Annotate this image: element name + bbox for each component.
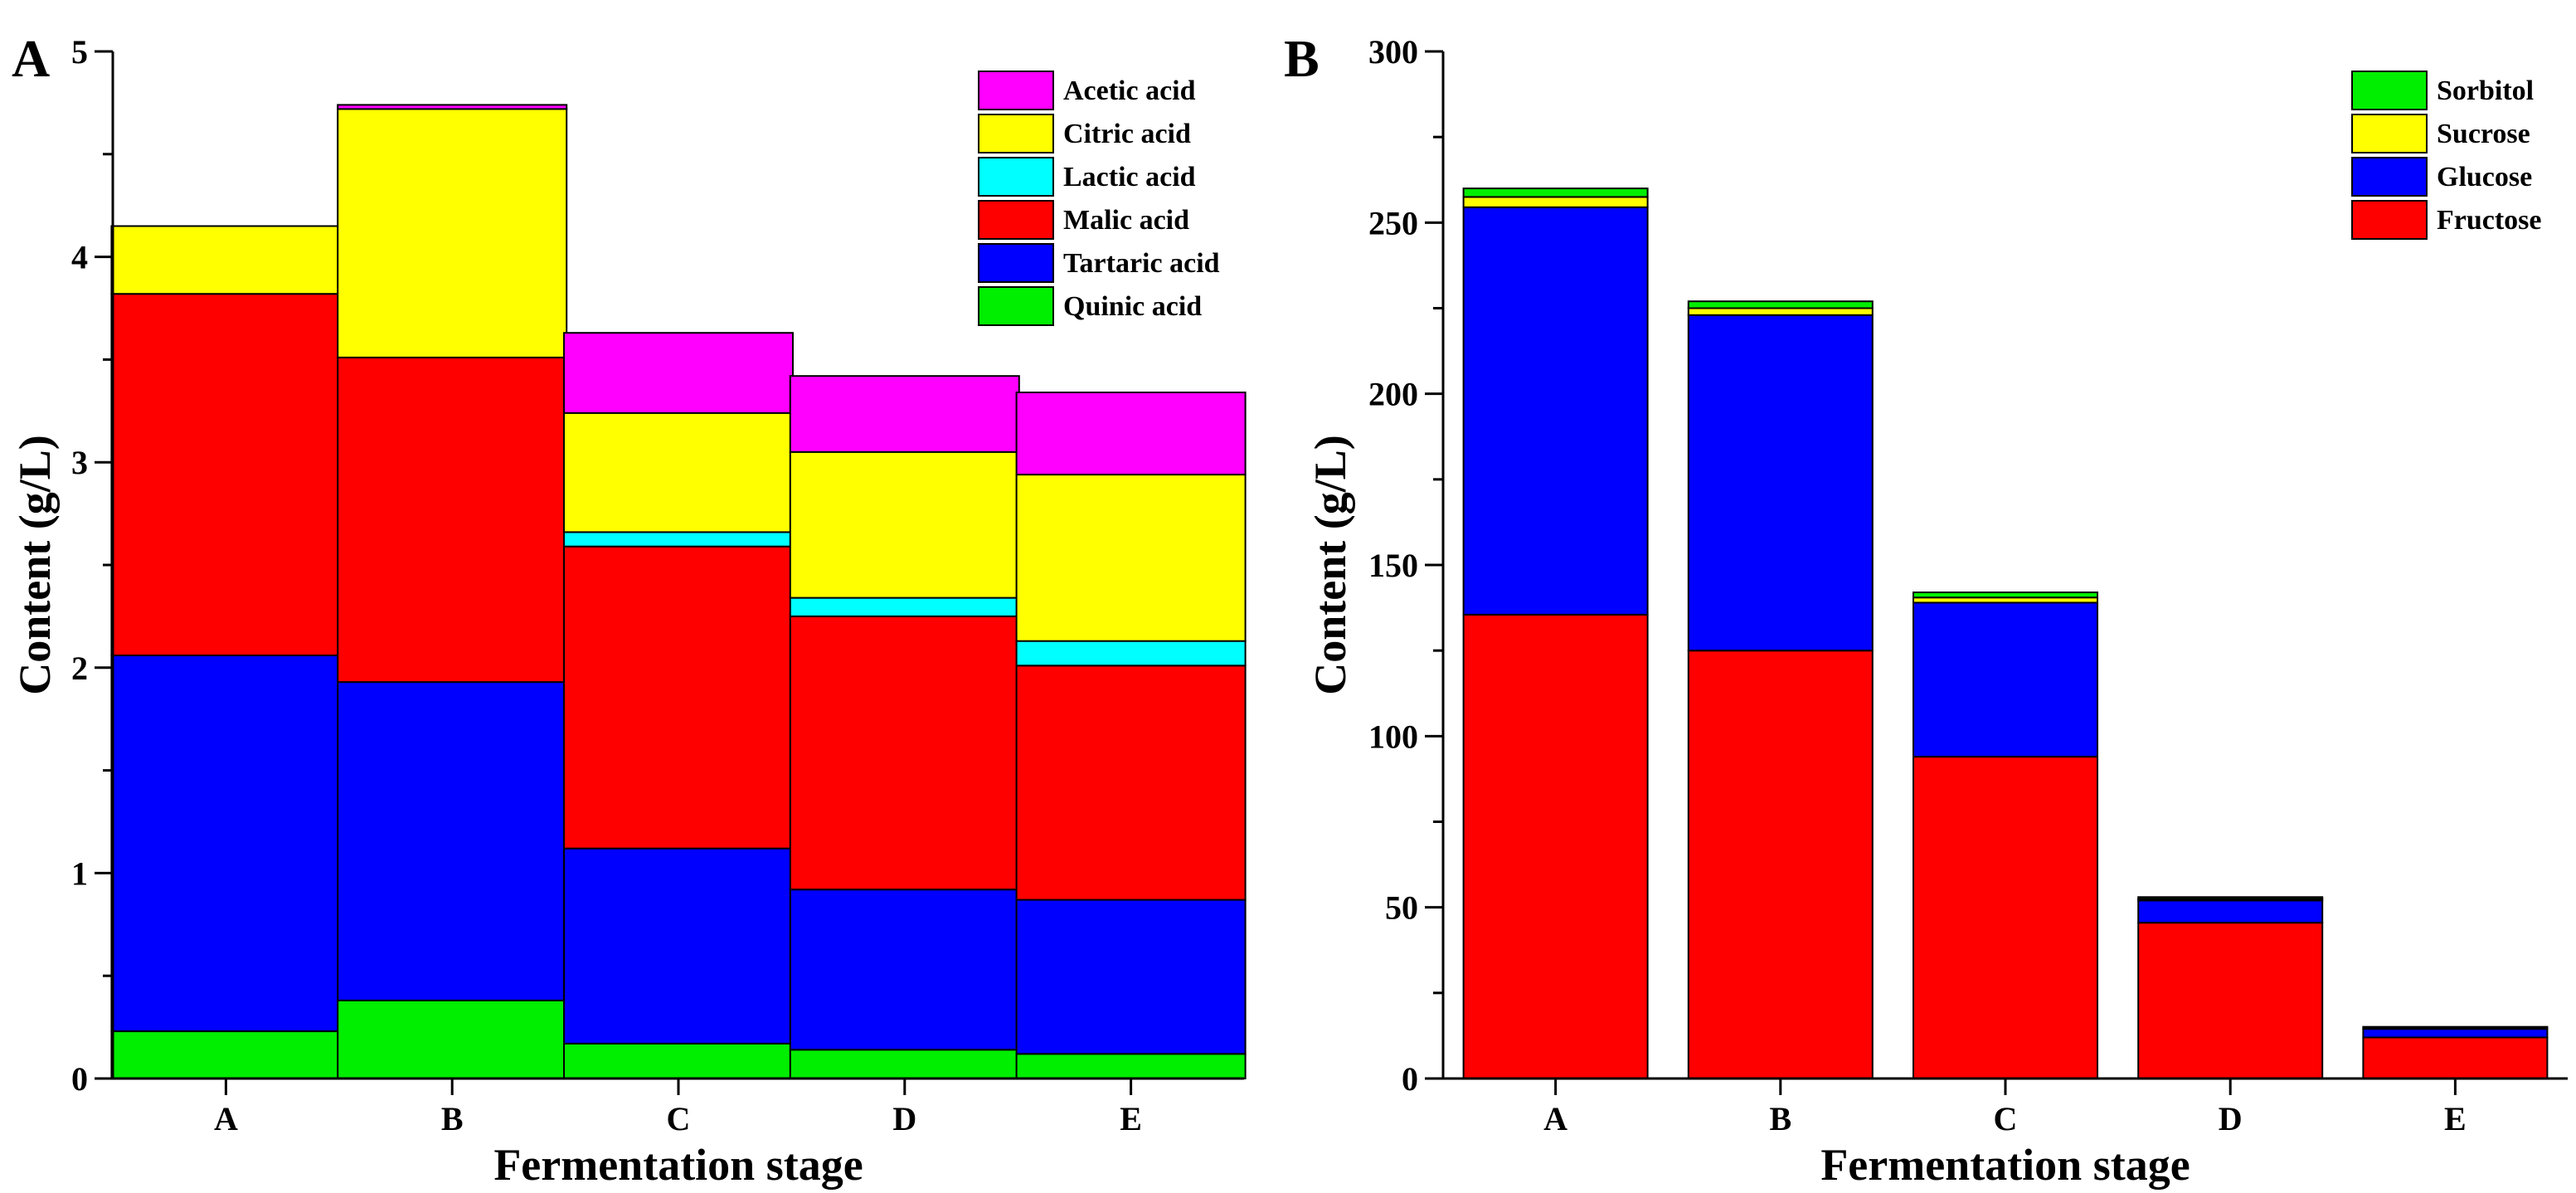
panel-b-bar-a-glucose xyxy=(1462,206,1649,616)
panel-a-bar-e-acetic-acid xyxy=(1015,392,1247,475)
panel-b-bar-b-fructose xyxy=(1687,650,1874,1079)
panel-b-y-tick-label: 250 xyxy=(1368,204,1418,241)
panel-a-legend-label-acetic-acid: Acetic acid xyxy=(1063,75,1196,106)
panel-b-bar-b-glucose xyxy=(1687,314,1874,652)
panel-a-bar-e-quinic-acid xyxy=(1015,1053,1247,1080)
panel-b-legend-swatch-sucrose xyxy=(2351,114,2428,153)
panel-b-y-axis-title: Content (g/L) xyxy=(1305,435,1355,694)
panel-a-bar-c-citric-acid xyxy=(563,411,794,533)
panel-a-x-tick-label-b: B xyxy=(441,1100,464,1137)
panel-a-y-tick-label: 1 xyxy=(71,855,88,892)
panel-b-chart: 0 50 100 150 200 250 300 A B C D E Fermentation stag… xyxy=(1284,29,2568,1190)
panel-a-bar-c-lactic-acid xyxy=(563,531,794,548)
panel-b-bar-b-sucrose xyxy=(1687,307,1874,316)
panel-a-x-tick-label-c: C xyxy=(667,1100,691,1137)
panel-a-legend-label-lactic-acid: Lactic acid xyxy=(1063,162,1196,192)
panel-a-x-tick-label-d: D xyxy=(892,1100,916,1137)
panel-b-legend-swatch-fructose xyxy=(2351,200,2428,240)
panel-a-legend-swatch-tartaric-acid xyxy=(978,243,1054,283)
panel-b-legend-label-glucose: Glucose xyxy=(2437,162,2532,192)
panel-a-legend-label-quinic-acid: Quinic acid xyxy=(1063,291,1202,322)
panel-b-bar-a-fructose xyxy=(1462,613,1649,1079)
panel-a-y-tick-label: 4 xyxy=(71,239,88,276)
panel-a-y-tick-label: 3 xyxy=(71,444,88,481)
panel-b-x-tick-label-a: A xyxy=(1543,1100,1567,1137)
panel-a-bar-d-citric-acid xyxy=(789,450,1020,599)
panel-a-panel-letter: A xyxy=(12,29,50,88)
panel-a-bar-c-acetic-acid xyxy=(563,332,794,414)
panel-b-bar-c-sorbitol xyxy=(1913,592,2098,599)
panel-b-y-tick-label: 0 xyxy=(1402,1060,1418,1098)
panel-a-bar-a-malic-acid xyxy=(110,293,342,656)
panel-a-bar-b-malic-acid xyxy=(337,356,568,684)
panel-b-bar-d-glucose xyxy=(2137,899,2324,924)
panel-b-legend-label-sorbitol: Sorbitol xyxy=(2437,75,2534,106)
panel-a-legend-label-malic-acid: Malic acid xyxy=(1063,205,1189,236)
panel-a-y-tick-label: 2 xyxy=(71,650,88,687)
panel-b-legend-swatch-glucose xyxy=(2351,157,2428,197)
panel-b-bar-d-fructose xyxy=(2137,922,2324,1079)
panel-a-bar-a-quinic-acid xyxy=(110,1030,342,1079)
panel-b-legend-label-sucrose: Sucrose xyxy=(2437,119,2530,149)
panel-a-x-axis-title: Fermentation stage xyxy=(493,1140,863,1190)
panel-a-legend-swatch-acetic-acid xyxy=(978,71,1054,110)
panel-a-y-tick-label: 0 xyxy=(71,1060,88,1098)
panel-b-x-tick-label-d: D xyxy=(2219,1100,2243,1137)
panel-a-bar-b-citric-acid xyxy=(337,108,568,358)
panel-b-y-tick-label: 100 xyxy=(1368,718,1418,755)
panel-b-bar-e-fructose xyxy=(2362,1036,2549,1079)
panel-b-bar-a-sucrose xyxy=(1462,196,1649,208)
panel-b-x-tick-label-c: C xyxy=(1994,1100,2018,1137)
panel-a-bar-d-acetic-acid xyxy=(789,375,1020,453)
panel-a-legend-label-tartaric-acid: Tartaric acid xyxy=(1063,248,1220,279)
panel-a-bar-b-acetic-acid xyxy=(337,104,568,110)
panel-b-x-tick-label-b: B xyxy=(1769,1100,1791,1137)
panel-b-bar-b-sorbitol xyxy=(1687,300,1874,309)
panel-b-legend-swatch-sorbitol xyxy=(2351,71,2428,110)
panel-a-bar-b-quinic-acid xyxy=(337,999,568,1080)
panel-a-legend-swatch-quinic-acid xyxy=(978,286,1054,326)
panel-b-y-tick-label: 50 xyxy=(1385,889,1418,927)
panel-a-bar-a-citric-acid xyxy=(110,225,342,295)
panel-a-bar-e-tartaric-acid xyxy=(1015,898,1247,1055)
panel-a-legend-swatch-citric-acid xyxy=(978,114,1054,153)
panel-a-bar-e-lactic-acid xyxy=(1015,640,1247,667)
panel-a-y-axis-title: Content (g/L) xyxy=(10,435,60,694)
panel-b-legend-label-fructose: Fructose xyxy=(2437,205,2542,236)
panel-a-bar-d-tartaric-acid xyxy=(789,889,1020,1051)
panel-a-legend-swatch-lactic-acid xyxy=(978,157,1054,197)
panel-b-bar-e-glucose xyxy=(2362,1028,2549,1039)
panel-a-x-tick-label-e: E xyxy=(1120,1100,1142,1137)
panel-b-bar-a-sorbitol xyxy=(1462,187,1649,198)
panel-a-bar-c-tartaric-acid xyxy=(563,847,794,1044)
panel-b-y-tick-label: 150 xyxy=(1368,547,1418,584)
panel-a-bar-c-malic-acid xyxy=(563,545,794,850)
panel-b-x-axis-title: Fermentation stage xyxy=(1820,1140,2190,1190)
panel-a-bar-b-tartaric-acid xyxy=(337,681,568,1001)
panel-b-bar-d-sorbitol xyxy=(2137,896,2324,900)
panel-a-bar-d-malic-acid xyxy=(789,615,1020,891)
panel-a-x-tick-label-a: A xyxy=(214,1100,238,1137)
panel-b-x-tick-label-e: E xyxy=(2444,1100,2467,1137)
panel-b-bar-c-glucose xyxy=(1913,601,2098,758)
panel-b-bar-c-fructose xyxy=(1913,756,2098,1079)
panel-a-y-tick-label: 5 xyxy=(71,33,88,71)
panel-a-bar-d-quinic-acid xyxy=(789,1049,1020,1080)
panel-b-y-tick-label: 300 xyxy=(1368,33,1418,71)
panel-b-y-tick-label: 200 xyxy=(1368,376,1418,413)
panel-a-bar-e-malic-acid xyxy=(1015,665,1247,901)
panel-a-legend-swatch-malic-acid xyxy=(978,200,1054,240)
panel-a-bar-a-tartaric-acid xyxy=(110,654,342,1033)
panel-b-panel-letter: B xyxy=(1284,29,1320,88)
panel-a-bar-d-lactic-acid xyxy=(789,596,1020,617)
panel-a-legend-label-citric-acid: Citric acid xyxy=(1063,119,1191,149)
panel-a-bar-e-citric-acid xyxy=(1015,474,1247,642)
panel-a-bar-c-quinic-acid xyxy=(563,1042,794,1080)
panel-b-bar-e-sorbitol xyxy=(2362,1025,2549,1029)
